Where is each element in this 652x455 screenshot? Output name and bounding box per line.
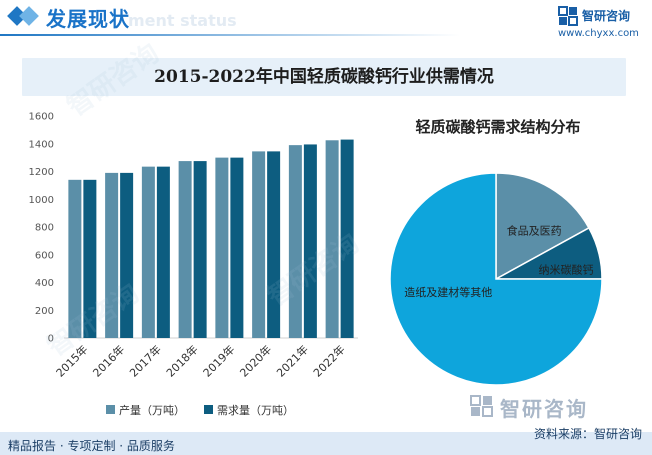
pie-chart-title: 轻质碳酸钙需求结构分布 bbox=[415, 118, 581, 136]
pie-slice-label: 纳米碳酸钙 bbox=[538, 263, 593, 277]
pie-slice bbox=[389, 172, 603, 386]
bar-production bbox=[215, 157, 229, 338]
section-header: 发展现状 ment status bbox=[0, 0, 652, 44]
legend-swatch-demand bbox=[204, 405, 213, 414]
section-title: 发展现状 bbox=[46, 7, 130, 31]
y-tick-label: 1000 bbox=[29, 195, 54, 206]
legend-label-demand: 需求量（万吨） bbox=[217, 404, 294, 417]
y-tick-label: 400 bbox=[35, 278, 54, 289]
chart-title: 2015-2022年中国轻质碳酸钙行业供需情况 bbox=[154, 67, 494, 87]
logo-url: www.chyxx.com bbox=[558, 28, 639, 39]
bar-demand bbox=[193, 161, 207, 338]
pie-slice-label: 食品及医药 bbox=[507, 223, 562, 237]
data-source: 资料来源：智研咨询 bbox=[533, 427, 642, 441]
bar-production bbox=[105, 172, 119, 338]
bar-demand bbox=[156, 166, 170, 338]
bar-production bbox=[141, 166, 155, 338]
y-tick-label: 1400 bbox=[29, 139, 54, 150]
x-tick-label: 2022年 bbox=[310, 342, 347, 379]
x-tick-label: 2020年 bbox=[237, 342, 274, 379]
bar-production bbox=[288, 145, 302, 338]
header-underline bbox=[0, 34, 460, 36]
legend-swatch-production bbox=[106, 405, 115, 414]
y-tick-label: 1200 bbox=[29, 167, 54, 178]
pie-slice-label: 造纸及建材等其他 bbox=[404, 285, 492, 299]
footer-logo-icon bbox=[470, 395, 493, 417]
bar-production bbox=[68, 179, 82, 338]
bar-demand bbox=[83, 179, 97, 338]
diamond-icon-secondary bbox=[19, 6, 39, 26]
footer-bar bbox=[0, 432, 652, 455]
bar-demand bbox=[267, 151, 281, 338]
x-tick-label: 2019年 bbox=[200, 342, 237, 379]
y-tick-label: 200 bbox=[35, 306, 54, 317]
footer-brand-name: 智研咨询 bbox=[500, 397, 588, 421]
bar-demand bbox=[120, 172, 134, 338]
y-tick-label: 1600 bbox=[29, 112, 54, 123]
bar-demand bbox=[340, 139, 354, 338]
logo-name: 智研咨询 bbox=[582, 9, 631, 23]
x-tick-label: 2021年 bbox=[274, 342, 311, 379]
bar-production bbox=[178, 161, 192, 338]
y-tick-label: 600 bbox=[35, 250, 54, 261]
x-tick-label: 2016年 bbox=[90, 342, 127, 379]
chart-title-banner: 2015-2022年中国轻质碳酸钙行业供需情况 bbox=[22, 58, 626, 96]
x-tick-label: 2018年 bbox=[163, 342, 200, 379]
legend-label-production: 产量（万吨） bbox=[119, 404, 185, 417]
footer-brand: 智研咨询 bbox=[470, 393, 640, 421]
footer-slogan: 精品报告 · 专项定制 · 品质服务 bbox=[8, 439, 175, 453]
bar-demand bbox=[303, 144, 317, 338]
bar-production bbox=[252, 151, 266, 338]
logo-mark-icon bbox=[558, 6, 578, 26]
pie-slice bbox=[495, 172, 590, 281]
x-tick-label: 2017年 bbox=[127, 342, 164, 379]
y-tick-label: 0 bbox=[48, 334, 54, 345]
bar-production bbox=[325, 140, 339, 338]
section-ghost-text: ment status bbox=[128, 11, 237, 30]
y-tick-label: 800 bbox=[35, 223, 54, 234]
bar-demand bbox=[230, 157, 244, 338]
